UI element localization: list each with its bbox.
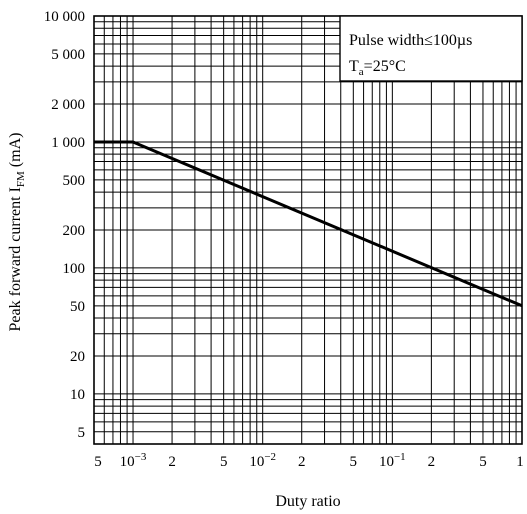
x-tick-label: 2 — [298, 454, 306, 470]
y-tick-label: 500 — [63, 173, 86, 189]
x-tick-label: 10−2 — [249, 451, 276, 470]
y-tick-labels: 5 10 20 50 100 200 500 1 000 2 000 5 000 10 000 — [44, 9, 85, 441]
legend: Pulse width≤100µs Ta=25°C — [339, 15, 523, 82]
x-tick-base: 2 — [168, 454, 176, 470]
y-axis-title-unit: (mA) — [7, 133, 24, 168]
x-tick-exponent: −1 — [394, 451, 406, 463]
chart-series — [94, 140, 523, 308]
legend-line-1: Pulse width≤100µs — [349, 32, 472, 49]
legend-value: =25°C — [364, 58, 406, 75]
x-tick-base: 5 — [220, 454, 228, 470]
x-tick-base: 5 — [350, 454, 358, 470]
legend-symbol: T — [349, 58, 359, 75]
legend-subscript: a — [359, 66, 364, 78]
chart-grid — [93, 15, 523, 445]
x-tick-label: 5 — [350, 454, 358, 470]
y-axis-title-subscript: FM — [15, 171, 27, 187]
x-tick-label: 5 — [479, 454, 487, 470]
y-tick-label: 5 000 — [51, 47, 85, 63]
legend-line-2: Ta=25°C — [349, 58, 406, 78]
y-axis-title-text: Peak forward current — [7, 196, 24, 332]
x-tick-base: 10 — [249, 454, 264, 470]
x-tick-base: 2 — [298, 454, 306, 470]
x-tick-label: 5 — [220, 454, 228, 470]
y-tick-label: 10 000 — [44, 9, 85, 25]
legend-box — [339, 15, 523, 82]
y-tick-label: 20 — [70, 349, 85, 365]
y-tick-label: 100 — [63, 261, 86, 277]
x-tick-label: 10−1 — [379, 451, 406, 470]
y-tick-label: 1 000 — [51, 135, 85, 151]
x-tick-base: 10 — [120, 454, 135, 470]
x-tick-label: 10−3 — [120, 451, 147, 470]
x-tick-labels: 5 10−3 2 5 10−2 2 5 10−1 2 5 1 — [94, 451, 524, 470]
x-tick-base: 2 — [428, 454, 436, 470]
x-tick-base: 5 — [94, 454, 102, 470]
y-tick-label: 2 000 — [51, 97, 85, 113]
x-tick-exponent: −2 — [264, 451, 276, 463]
x-tick-label: 5 — [94, 454, 102, 470]
x-tick-label: 2 — [168, 454, 176, 470]
y-tick-label: 50 — [70, 299, 85, 315]
y-axis-title-symbol: I — [7, 187, 24, 192]
x-tick-exponent: −3 — [135, 451, 147, 463]
plot-frame — [93, 15, 523, 445]
x-axis-title: Duty ratio — [275, 493, 340, 510]
y-tick-label: 10 — [70, 387, 85, 403]
series-line — [94, 140, 523, 308]
x-tick-label: 2 — [428, 454, 436, 470]
y-axis-title: Peak forward current IFM (mA) — [7, 133, 27, 332]
y-tick-label: 200 — [63, 223, 86, 239]
x-tick-base: 10 — [379, 454, 394, 470]
y-tick-label: 5 — [78, 425, 86, 441]
x-tick-label: 1 — [516, 454, 524, 470]
x-tick-base: 5 — [479, 454, 487, 470]
x-tick-base: 1 — [516, 454, 524, 470]
